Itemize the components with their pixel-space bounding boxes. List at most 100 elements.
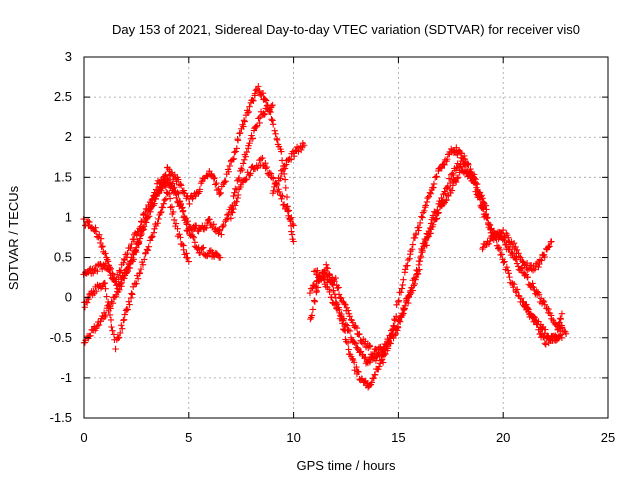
data-point [344,307,352,314]
data-point [497,251,504,259]
data-point [512,243,519,251]
data-point [289,220,296,228]
data-point [461,163,469,171]
data-point [366,359,374,366]
data-point [536,256,544,263]
data-point [137,265,145,273]
data-point [346,327,354,335]
data-point [310,297,318,304]
data-point [259,89,267,97]
data-point [220,179,228,186]
data-point [161,196,168,204]
data-point [438,165,445,172]
data-point [411,234,419,242]
data-point [134,228,141,236]
data-point [115,334,122,342]
data-point [152,195,159,202]
data-point [535,326,542,333]
data-point [503,263,511,271]
data-point [557,315,564,323]
data-point [529,280,536,287]
series-sat-l [521,301,566,348]
data-point [115,273,122,281]
data-point [144,247,152,254]
data-point [311,298,319,305]
data-point [215,230,222,237]
data-point [206,216,213,223]
x-tick-label: 0 [80,430,87,445]
data-point [127,258,134,265]
data-point [277,175,284,182]
data-point [287,156,295,163]
data-point [353,324,361,332]
data-point [433,215,441,222]
data-point [124,306,131,313]
data-point [501,258,508,265]
data-point [240,123,247,130]
data-point [176,231,183,238]
data-point [169,180,176,187]
data-point [558,324,566,331]
x-axis-label: GPS time / hours [297,458,396,473]
data-point [545,305,552,313]
data-point [269,101,276,109]
data-point [196,249,204,257]
data-point [190,234,198,241]
data-point [541,301,549,308]
data-point [96,231,103,238]
data-point [434,206,441,214]
data-point [533,321,541,328]
data-point [513,289,520,296]
data-point [268,102,275,110]
data-point [170,208,177,216]
data-point [510,284,517,291]
data-point [215,226,223,233]
data-point [272,130,279,138]
data-point [290,222,297,229]
data-point [379,359,387,366]
x-tick-label: 15 [391,430,405,445]
data-point [102,250,109,257]
data-point [128,290,135,297]
data-point [256,87,263,95]
data-point [133,232,140,239]
data-point [135,228,142,235]
data-point [85,295,92,303]
data-point [450,171,457,179]
data-point [218,231,225,238]
data-point [231,202,239,209]
data-point [483,206,490,213]
data-point [466,169,474,176]
data-point [542,326,549,333]
data-point [519,258,526,265]
data-point [139,225,147,233]
data-point [235,191,242,199]
data-point [106,266,113,274]
series-sat-c [80,172,224,347]
data-point [117,329,124,337]
data-point [269,117,276,124]
data-point [281,176,289,183]
data-point [234,137,242,144]
data-point [395,317,403,325]
data-point [175,176,182,183]
data-point [154,220,161,227]
data-point [536,260,543,268]
data-point [372,357,380,364]
data-point [425,227,433,235]
data-point [336,294,344,301]
data-point [128,254,135,261]
data-point [422,202,429,209]
data-point [517,295,525,302]
data-point [351,359,358,366]
data-point [510,281,518,288]
data-point [554,325,562,333]
data-point [100,280,107,288]
data-point [471,179,478,186]
data-point [140,223,148,230]
data-point [102,285,109,292]
data-point [510,239,518,247]
data-point [290,152,298,160]
y-tick-label: 0.5 [54,250,72,265]
data-point [250,97,257,105]
